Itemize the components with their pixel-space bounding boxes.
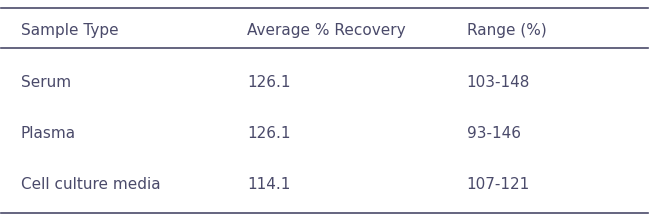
Text: 93-146: 93-146 — [467, 126, 520, 141]
Text: Sample Type: Sample Type — [21, 23, 118, 37]
Text: Serum: Serum — [21, 75, 71, 90]
Text: Plasma: Plasma — [21, 126, 76, 141]
Text: 103-148: 103-148 — [467, 75, 530, 90]
Text: Cell culture media: Cell culture media — [21, 177, 160, 192]
Text: Average % Recovery: Average % Recovery — [247, 23, 406, 37]
Text: 107-121: 107-121 — [467, 177, 530, 192]
Text: 126.1: 126.1 — [247, 126, 291, 141]
Text: Range (%): Range (%) — [467, 23, 546, 37]
Text: 126.1: 126.1 — [247, 75, 291, 90]
Text: 114.1: 114.1 — [247, 177, 290, 192]
